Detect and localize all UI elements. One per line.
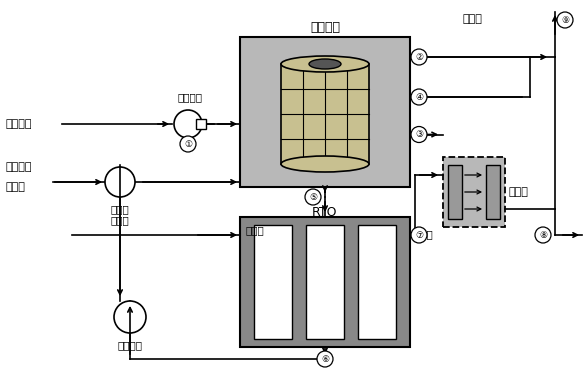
Text: ⑨: ⑨	[561, 16, 569, 24]
Ellipse shape	[309, 59, 341, 69]
Bar	[240, 37, 410, 187]
Ellipse shape	[281, 156, 369, 172]
Circle shape	[411, 89, 427, 105]
Bar	[254, 225, 292, 339]
Text: 接烟囱: 接烟囱	[462, 14, 482, 24]
Text: 预混空
气风机: 预混空 气风机	[111, 204, 129, 226]
Bar	[448, 165, 462, 219]
Text: RTO: RTO	[312, 206, 338, 219]
Circle shape	[411, 49, 427, 65]
Text: 脱附风机: 脱附风机	[118, 340, 142, 350]
Text: ③: ③	[415, 130, 423, 139]
Text: ⑤: ⑤	[309, 193, 317, 201]
Circle shape	[305, 189, 321, 205]
Text: 接空气: 接空气	[5, 182, 25, 192]
Bar	[486, 165, 500, 219]
Ellipse shape	[281, 56, 369, 72]
Text: 接天然气: 接天然气	[5, 162, 32, 172]
Circle shape	[180, 136, 196, 152]
Circle shape	[317, 351, 333, 367]
Bar	[240, 217, 410, 347]
Text: 燃烧器: 燃烧器	[246, 225, 265, 235]
Text: 泄压阀: 泄压阀	[415, 229, 434, 239]
Circle shape	[411, 126, 427, 142]
Text: ④: ④	[415, 92, 423, 102]
Text: 排风风机: 排风风机	[178, 92, 202, 102]
Text: ②: ②	[415, 52, 423, 62]
Bar	[358, 225, 396, 339]
Bar	[196, 119, 206, 129]
Bar	[281, 64, 369, 164]
Text: ①: ①	[184, 139, 192, 149]
Circle shape	[114, 301, 146, 333]
Text: ⑦: ⑦	[415, 230, 423, 240]
Text: ⑥: ⑥	[321, 354, 329, 364]
Bar	[443, 157, 505, 227]
Circle shape	[105, 167, 135, 197]
Text: 换热器: 换热器	[509, 187, 529, 197]
Circle shape	[411, 227, 427, 243]
Text: 沸石转轮: 沸石转轮	[310, 21, 340, 34]
Bar	[306, 225, 344, 339]
Circle shape	[535, 227, 551, 243]
Circle shape	[174, 110, 202, 138]
Text: ⑧: ⑧	[539, 230, 547, 240]
Circle shape	[557, 12, 573, 28]
Text: 接排风管: 接排风管	[5, 119, 32, 129]
